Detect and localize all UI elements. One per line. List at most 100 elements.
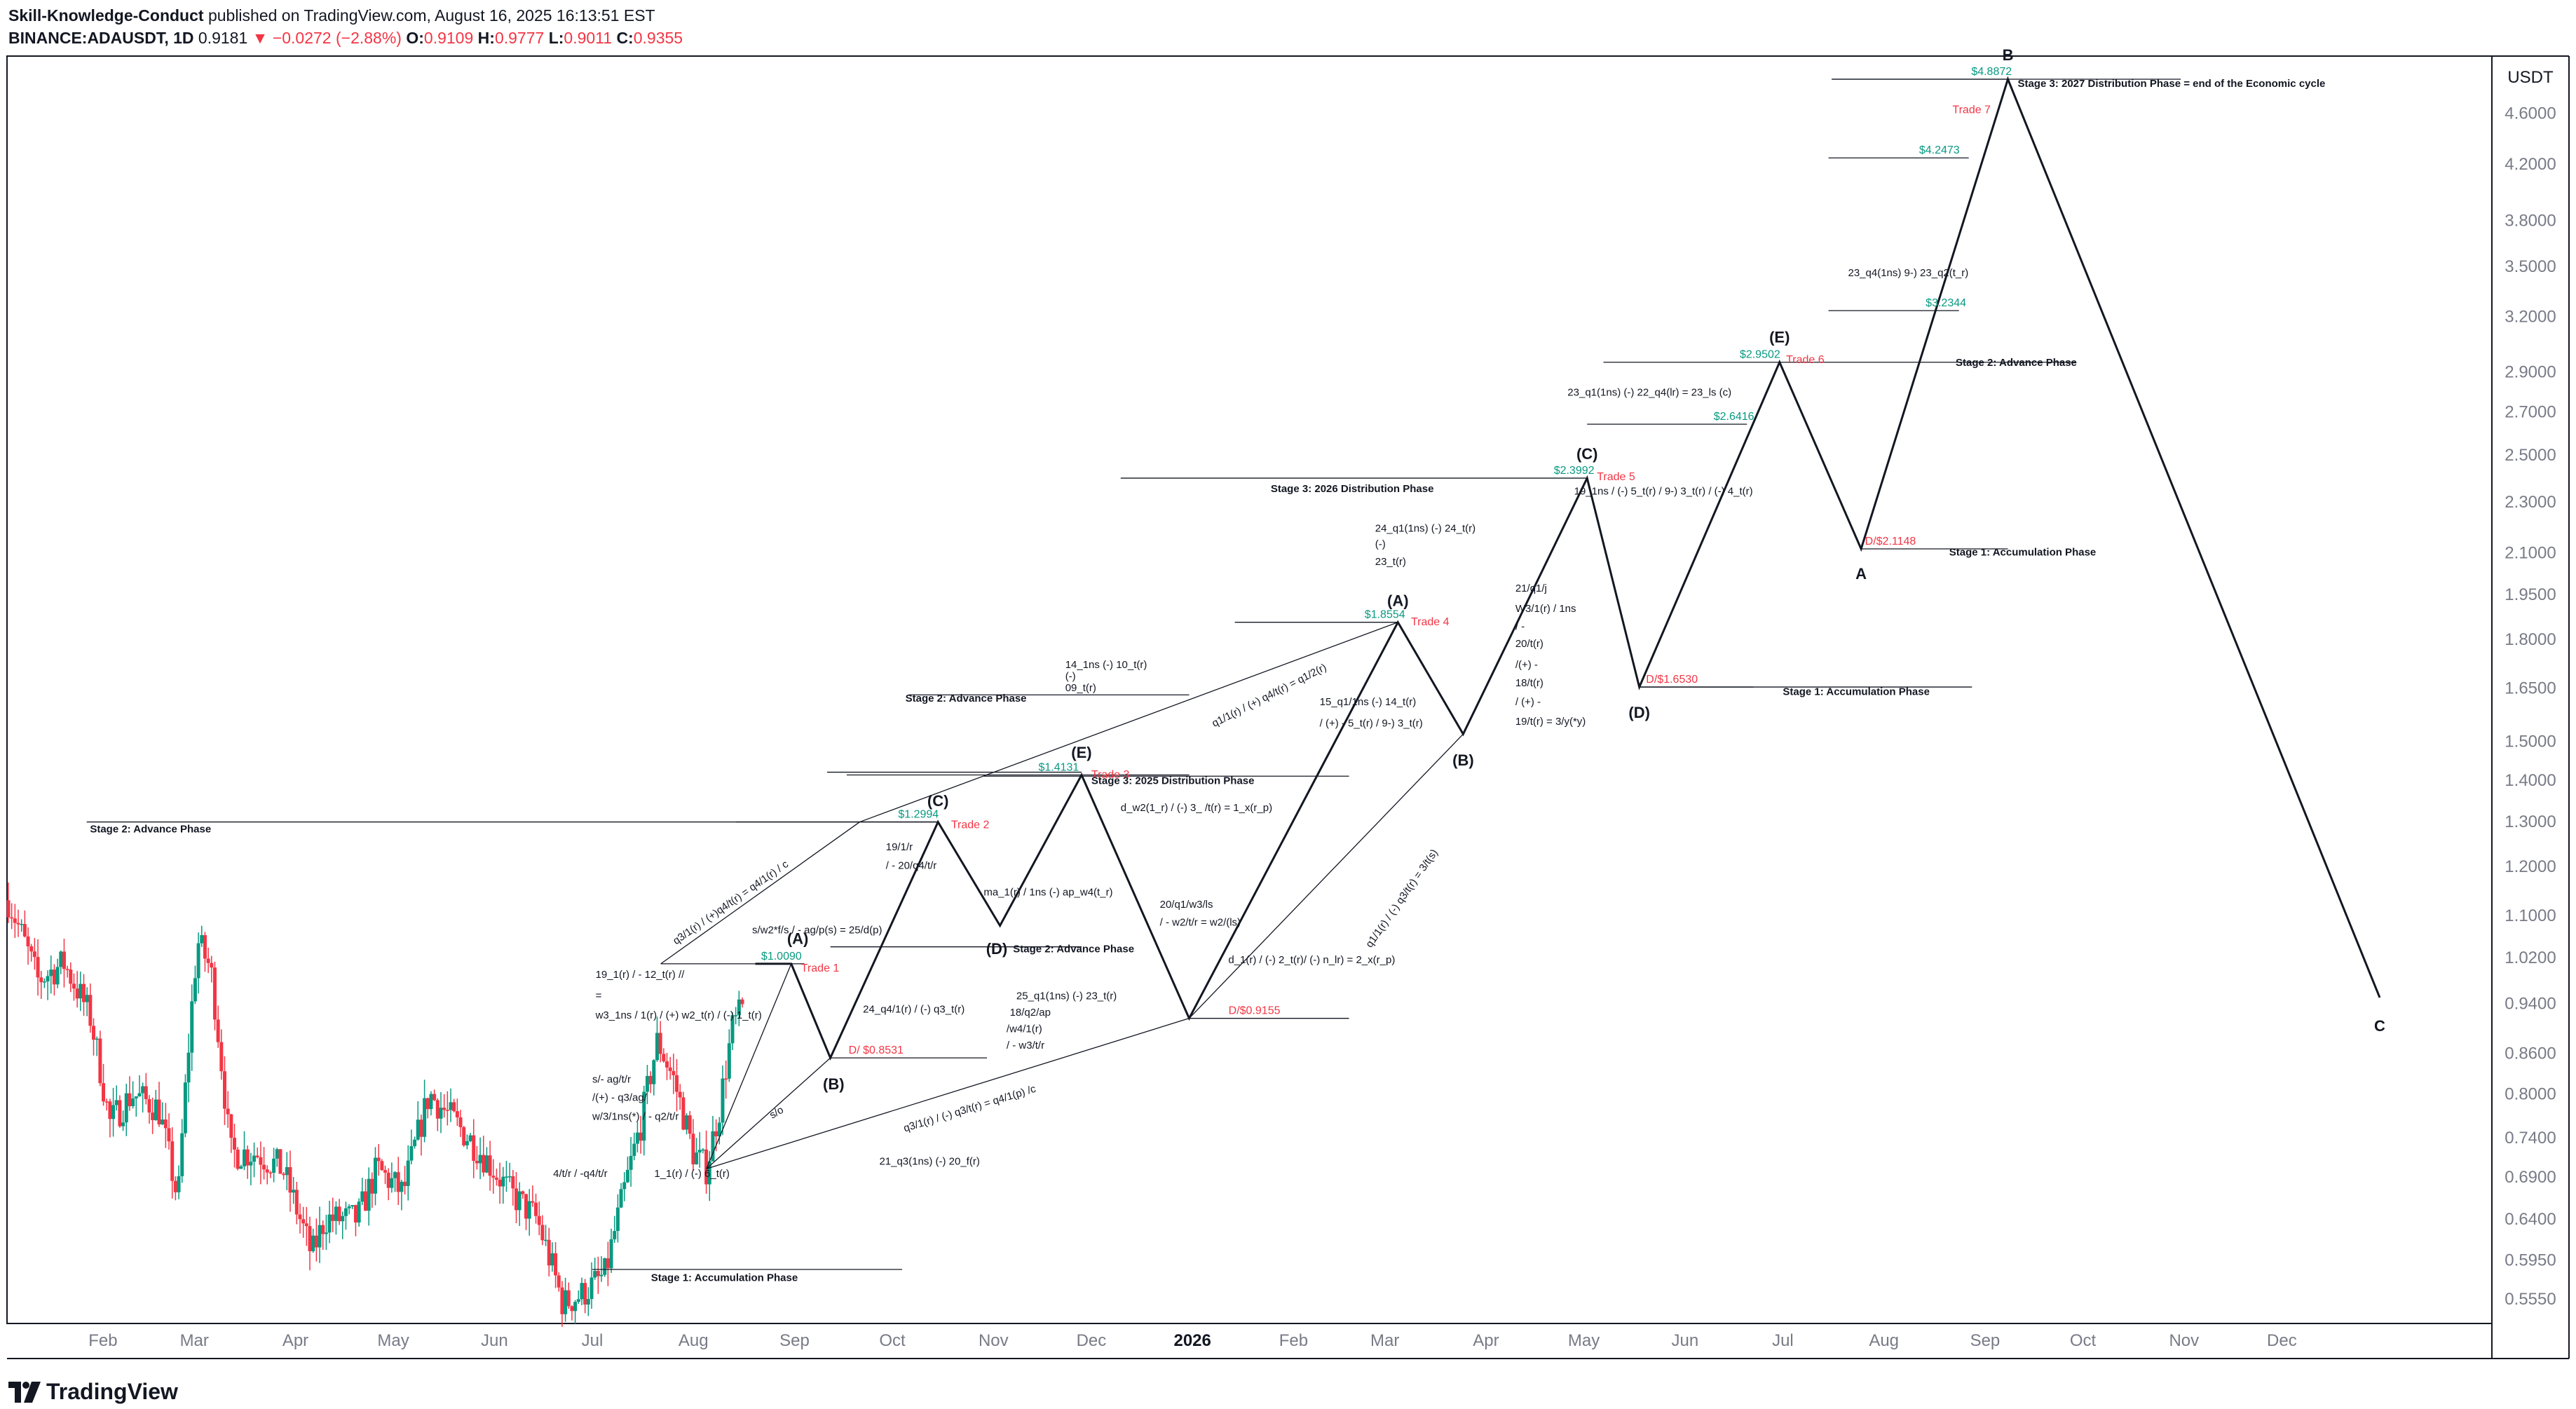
x-tick-label: Nov xyxy=(979,1331,1009,1350)
brand-name: TradingView xyxy=(46,1379,178,1404)
y-tick-label: 4.2000 xyxy=(2505,155,2556,174)
y-tick-label: 1.9500 xyxy=(2505,585,2556,604)
price-level-label: $1.2994 xyxy=(898,809,939,821)
x-tick-label: Mar xyxy=(1370,1331,1399,1350)
candle-body xyxy=(42,981,46,983)
y-tick-label: 0.7400 xyxy=(2505,1129,2556,1148)
candle-body xyxy=(92,1026,96,1040)
annotation-text: (-) xyxy=(1375,538,1386,550)
candle-body xyxy=(540,1225,545,1241)
candle-body xyxy=(65,969,69,970)
candle-body xyxy=(517,1191,522,1211)
wave-label: (A) xyxy=(787,930,809,948)
candle-body xyxy=(491,1176,496,1178)
x-tick-label: Oct xyxy=(2070,1331,2097,1350)
candle-body xyxy=(6,900,11,918)
candle-body xyxy=(154,1099,158,1120)
wave-label: C xyxy=(2374,1017,2385,1035)
x-tick-label: May xyxy=(377,1331,409,1350)
annotation-text: d_w2(1_r) / (-) 3_ /t(r) = 1_x(r_p) xyxy=(1121,802,1272,814)
annotation-text-rotated: q3/1(r) / (-) q3/t(r) = q4/1(p) /c xyxy=(902,1083,1037,1135)
candle-body xyxy=(488,1155,492,1176)
x-tick-label: Jun xyxy=(1671,1331,1698,1350)
candle-body xyxy=(318,1225,322,1248)
candle-body xyxy=(678,1091,682,1098)
candle-body xyxy=(537,1216,541,1225)
plot-frame xyxy=(6,55,2493,1324)
annotation-text: /(+) - xyxy=(1515,659,1538,671)
candle-body xyxy=(353,1205,357,1223)
candle-body xyxy=(360,1191,364,1202)
stage-label: Stage 3: 2026 Distribution Phase xyxy=(1271,483,1434,495)
candle-body xyxy=(245,1149,250,1166)
candle-body xyxy=(314,1235,318,1248)
candle-body xyxy=(717,1122,721,1137)
candle-body xyxy=(714,1131,718,1137)
candle-body xyxy=(544,1239,548,1241)
candle-body xyxy=(521,1191,525,1194)
wave-label: (D) xyxy=(986,940,1008,958)
candle-body xyxy=(343,1208,348,1216)
annotation-text: /(+) - q3/ag/ xyxy=(592,1092,648,1104)
close-label: C: xyxy=(616,29,634,47)
candle-body xyxy=(531,1201,535,1203)
candle-body xyxy=(547,1239,551,1266)
candle-body xyxy=(121,1122,125,1126)
author-name[interactable]: Skill-Knowledge-Conduct xyxy=(8,6,204,25)
y-tick-label: 2.3000 xyxy=(2505,493,2556,512)
stage-label: Stage 1: Accumulation Phase xyxy=(651,1272,798,1284)
x-tick-label: Apr xyxy=(1473,1331,1499,1350)
open-label: O: xyxy=(406,29,424,47)
annotation-text: 25_q1(1ns) (-) 23_t(r) xyxy=(1016,991,1117,1002)
trade-label: Trade 6 xyxy=(1786,354,1825,366)
candle-body xyxy=(527,1201,531,1219)
candle-body xyxy=(685,1115,689,1130)
x-tick-label: Dec xyxy=(2267,1331,2297,1350)
candle-body xyxy=(347,1206,351,1209)
candle-body xyxy=(400,1181,404,1192)
annotation-text: w/3/1ns(*) / - q2/t/r xyxy=(592,1110,679,1122)
x-tick-label: Jun xyxy=(481,1331,508,1350)
candle-body xyxy=(652,1060,656,1084)
candle-body xyxy=(278,1149,282,1174)
annotation-text: 19/t(r) = 3/y(*y) xyxy=(1515,716,1586,728)
candle-body xyxy=(554,1253,558,1276)
candle-body xyxy=(144,1086,148,1099)
candle-body xyxy=(573,1302,578,1312)
candle-body xyxy=(131,1098,135,1106)
candle-body xyxy=(383,1170,388,1173)
candle-body xyxy=(196,943,200,979)
candle-body xyxy=(102,1083,106,1102)
candle-body xyxy=(29,946,34,952)
candle-body xyxy=(413,1139,417,1147)
price-level-label: D/ $0.8531 xyxy=(849,1044,904,1056)
candle-body xyxy=(409,1146,414,1161)
candle-body xyxy=(183,1082,187,1134)
candle-body xyxy=(625,1169,629,1183)
tradingview-brand[interactable]: TradingView xyxy=(8,1379,178,1405)
candle-body xyxy=(49,969,53,976)
candle-body xyxy=(357,1202,361,1223)
candle-body xyxy=(186,1052,191,1083)
candle-body xyxy=(721,1078,725,1123)
candle-body xyxy=(393,1172,397,1178)
candle-body xyxy=(429,1094,433,1110)
y-tick-label: 0.6900 xyxy=(2505,1168,2556,1187)
low-label: L: xyxy=(548,29,564,47)
symbol-name[interactable]: BINANCE:ADAUSDT, 1D xyxy=(8,29,194,47)
candle-body xyxy=(341,1216,345,1222)
price-change: −0.0272 (−2.88%) xyxy=(272,29,402,47)
candle-body xyxy=(534,1202,538,1216)
y-tick-label: 3.8000 xyxy=(2505,211,2556,230)
y-tick-label: 1.4000 xyxy=(2505,771,2556,790)
candle-body xyxy=(566,1290,571,1307)
stage-label: Stage 2: Advance Phase xyxy=(1013,943,1134,955)
trend-line xyxy=(660,822,860,965)
candle-body xyxy=(374,1157,378,1194)
candle-body xyxy=(619,1189,623,1208)
candle-body xyxy=(177,1176,181,1192)
candle-body xyxy=(452,1102,456,1112)
candle-body xyxy=(98,1038,102,1084)
annotation-text: 20/t(r) xyxy=(1515,638,1543,650)
